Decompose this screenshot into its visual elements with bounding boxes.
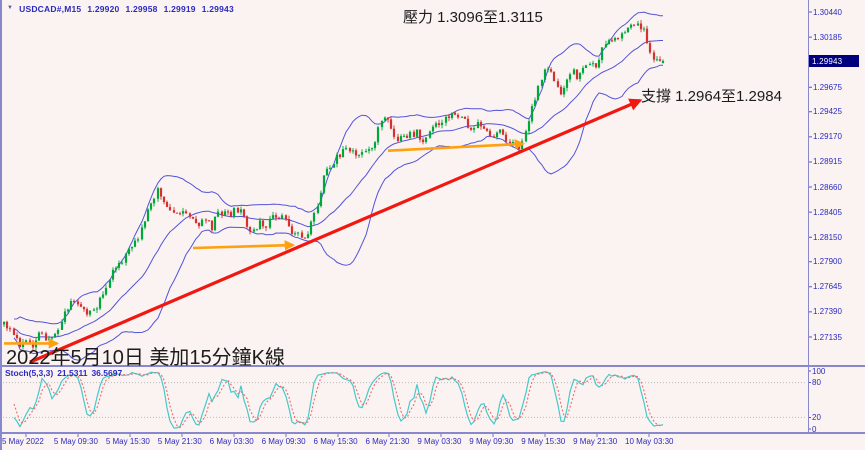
stoch-indicator-label: Stoch(5,3,3) 21.5311 36.5697: [5, 368, 122, 378]
date-annotation: 2022年5月10日 美加15分鐘K線: [6, 347, 286, 369]
current-price-label: 1.29943: [809, 55, 859, 68]
bollinger-lower-band: [13, 64, 664, 361]
rising-trendline[interactable]: [29, 98, 643, 364]
bollinger-middle-band: [13, 40, 663, 339]
stoch-k-value: 21.5311: [57, 368, 88, 378]
ohlc-high: 1.29958: [125, 4, 158, 14]
symbol-period-label: USDCAD#,M15: [19, 4, 82, 14]
chart-title-bar: ▼ USDCAD#,M15 1.29920 1.29958 1.29919 1.…: [7, 4, 234, 14]
support-arrow-2[interactable]: [192, 240, 296, 251]
window-left-border: [0, 0, 2, 450]
stoch-panel-layer: [3, 371, 807, 429]
resistance-annotation: 壓力 1.3096至1.3115: [403, 9, 543, 26]
main-chart-layer: [3, 11, 665, 364]
ohlc-low: 1.29919: [163, 4, 196, 14]
stoch-name: Stoch(5,3,3): [5, 368, 54, 378]
stoch-panel-separator[interactable]: [0, 365, 865, 367]
price-axis-separator: [808, 0, 809, 433]
support-arrow-3[interactable]: [387, 139, 526, 152]
ohlc-open: 1.29920: [87, 4, 120, 14]
time-axis-separator: [0, 432, 865, 434]
stoch-d-value: 36.5697: [91, 368, 123, 378]
ohlc-close: 1.29943: [201, 4, 234, 14]
collapse-triangle-icon[interactable]: ▼: [7, 5, 14, 11]
bollinger-upper-band: [13, 11, 664, 325]
stoch-k-line: [13, 371, 664, 429]
support-annotation: 支撐 1.2964至1.2984: [641, 88, 782, 105]
stoch-d-line: [13, 371, 664, 429]
